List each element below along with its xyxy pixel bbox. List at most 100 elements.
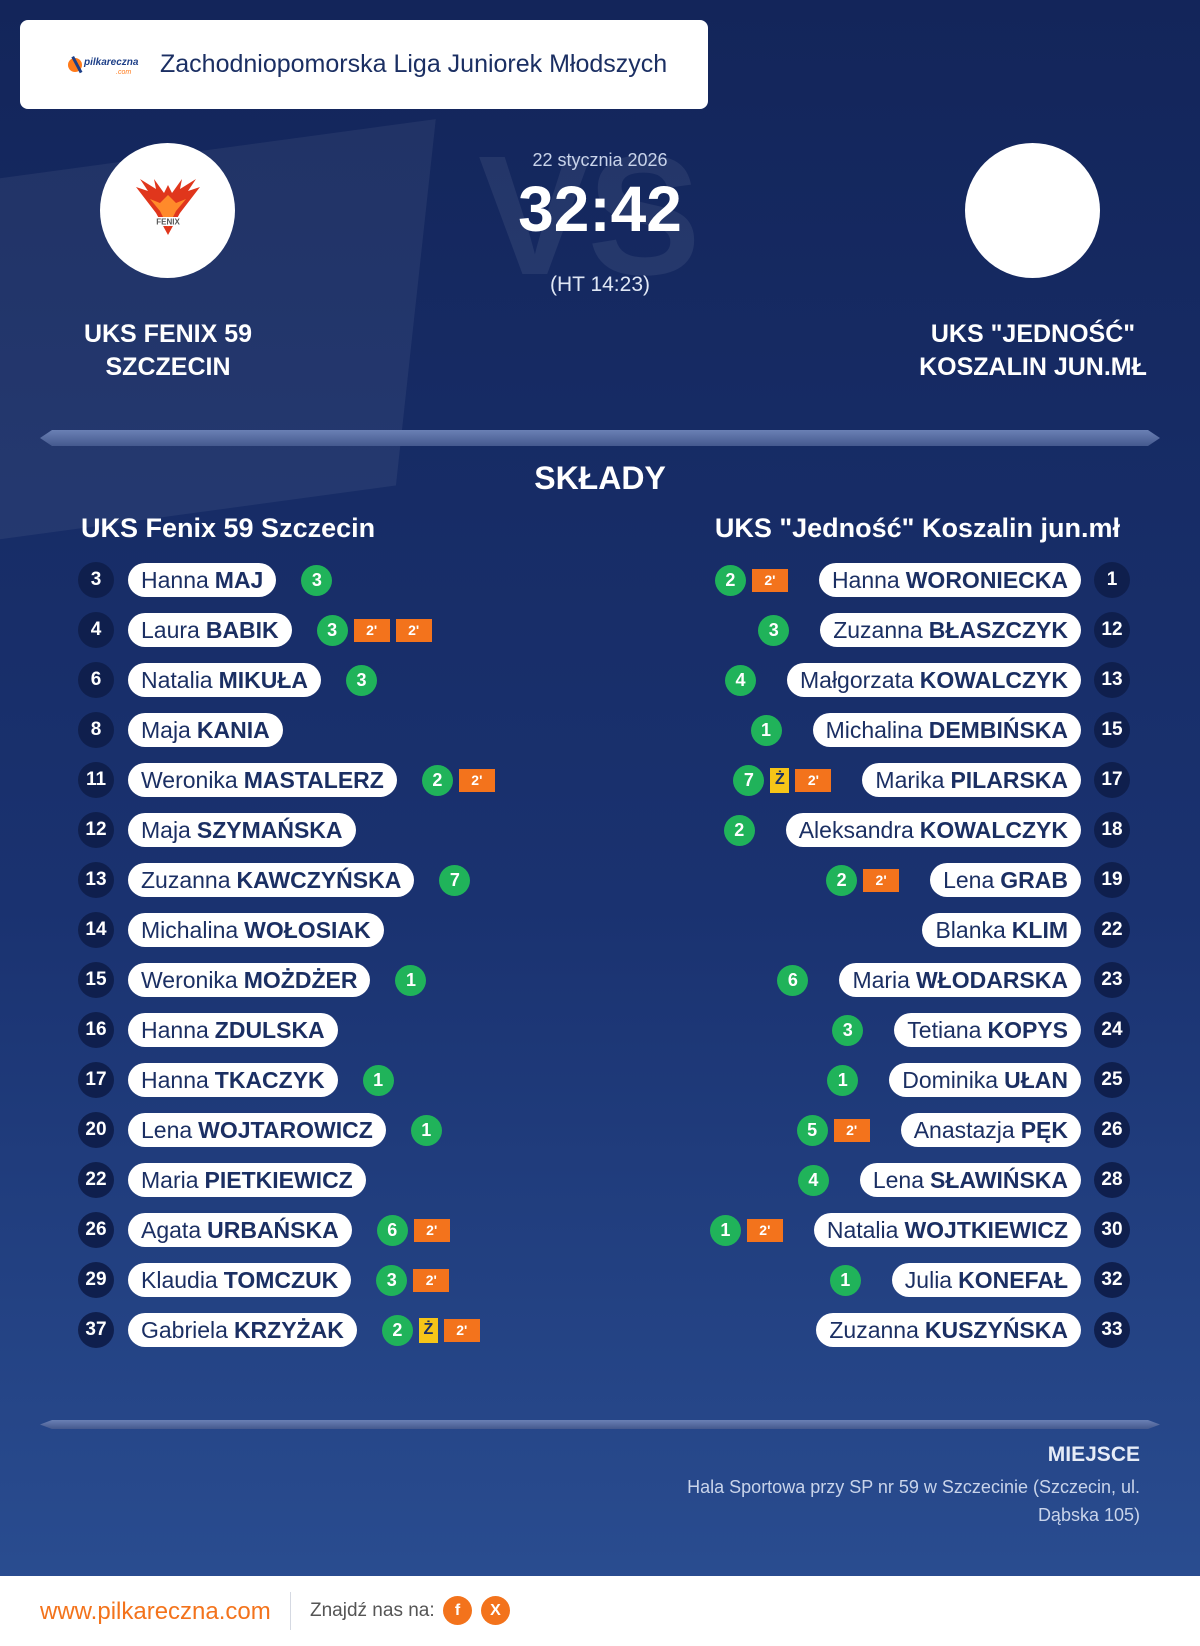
- goals-badge: 2: [826, 864, 858, 896]
- goals-badge: 5: [796, 1114, 828, 1146]
- section-divider: [40, 1420, 1160, 1429]
- goals-badge: 4: [725, 664, 756, 696]
- jersey-number: 19: [1094, 862, 1130, 898]
- player-name[interactable]: Zuzanna KUSZYŃSKA: [816, 1313, 1081, 1347]
- jersey-number: 15: [78, 962, 114, 998]
- player-row: 1 2' Natalia WOJTKIEWICZ 30: [560, 1205, 1130, 1255]
- x-icon[interactable]: X: [481, 1596, 510, 1625]
- player-stats: 3: [832, 1014, 869, 1046]
- player-name[interactable]: Zuzanna BŁASZCZYK: [820, 613, 1081, 647]
- goals-badge: 6: [376, 1214, 408, 1246]
- vs-watermark: VS: [478, 121, 701, 311]
- player-row: 3 Zuzanna BŁASZCZYK 12: [560, 605, 1130, 655]
- jersey-number: 26: [78, 1212, 114, 1248]
- website-link[interactable]: www.pilkareczna.com: [40, 1598, 271, 1625]
- player-name[interactable]: Agata URBAŃSKA: [128, 1213, 352, 1247]
- player-name[interactable]: Natalia MIKUŁA: [128, 663, 322, 697]
- player-name[interactable]: Dominika UŁAN: [889, 1063, 1081, 1097]
- player-name[interactable]: Weronika MOŻDŻER: [128, 963, 371, 997]
- player-name[interactable]: Julia KONEFAŁ: [891, 1263, 1081, 1297]
- player-first-name: Blanka: [935, 916, 1006, 943]
- jersey-number: 17: [78, 1062, 114, 1098]
- player-last-name: PILARSKA: [950, 766, 1068, 793]
- away-team-logo: [965, 143, 1100, 278]
- player-name[interactable]: Klaudia TOMCZUK: [128, 1263, 352, 1297]
- player-name[interactable]: Tetiana KOPYS: [894, 1013, 1081, 1047]
- pilkareczna-logo-icon[interactable]: pilkareczna .com: [68, 52, 144, 78]
- player-name[interactable]: Hanna WORONIECKA: [818, 563, 1081, 597]
- player-name[interactable]: Blanka KLIM: [922, 913, 1081, 947]
- player-name[interactable]: Lena GRAB: [930, 863, 1081, 897]
- player-name[interactable]: Aleksandra KOWALCZYK: [785, 813, 1081, 847]
- player-row: 2 Aleksandra KOWALCZYK 18: [560, 805, 1130, 855]
- player-stats: 3: [758, 614, 795, 646]
- jersey-number: 30: [1094, 1212, 1130, 1248]
- jersey-number: 28: [1094, 1162, 1130, 1198]
- jersey-number: 24: [1094, 1012, 1130, 1048]
- player-first-name: Michalina: [825, 716, 923, 743]
- goals-badge: 3: [346, 664, 378, 696]
- player-last-name: KRZYŻAK: [233, 1316, 344, 1343]
- player-name[interactable]: Michalina DEMBIŃSKA: [812, 713, 1081, 747]
- player-last-name: DEMBIŃSKA: [928, 716, 1068, 743]
- league-title: Zachodniopomorska Liga Juniorek Młodszyc…: [160, 50, 668, 78]
- player-name[interactable]: Maria PIETKIEWICZ: [128, 1163, 366, 1197]
- player-stats: 1 2': [709, 1214, 789, 1246]
- player-name[interactable]: Michalina WOŁOSIAK: [128, 913, 384, 947]
- player-last-name: BŁASZCZYK: [928, 616, 1068, 643]
- player-row: 14 Michalina WOŁOSIAK: [78, 905, 638, 955]
- fenix-phoenix-logo-icon: FENIX: [136, 179, 200, 235]
- find-us-label: Znajdź nas na:: [310, 1600, 435, 1621]
- player-name[interactable]: Hanna ZDULSKA: [128, 1013, 338, 1047]
- player-row: 3 Hanna MAJ 3: [78, 555, 638, 605]
- goals-badge: 3: [758, 614, 790, 646]
- suspension-badge: 2': [751, 568, 788, 592]
- player-last-name: MAJ: [214, 566, 264, 593]
- suspension-badge: 2': [863, 868, 900, 892]
- player-name[interactable]: Małgorzata KOWALCZYK: [787, 663, 1081, 697]
- player-stats: 1: [827, 1064, 864, 1096]
- player-name[interactable]: Marika PILARSKA: [862, 763, 1081, 797]
- player-name[interactable]: Natalia WOJTKIEWICZ: [813, 1213, 1081, 1247]
- player-name[interactable]: Weronika MASTALERZ: [128, 763, 397, 797]
- player-row: 16 Hanna ZDULSKA: [78, 1005, 638, 1055]
- player-last-name: WŁODARSKA: [915, 966, 1068, 993]
- player-stats: 1: [395, 964, 432, 996]
- player-name[interactable]: Maja KANIA: [128, 713, 283, 747]
- player-name[interactable]: Gabriela KRZYŻAK: [128, 1313, 357, 1347]
- player-row: 4 Lena SŁAWIŃSKA 28: [560, 1155, 1130, 1205]
- jersey-number: 14: [78, 912, 114, 948]
- goals-badge: 6: [777, 964, 809, 996]
- jersey-number: 12: [78, 812, 114, 848]
- facebook-icon[interactable]: f: [443, 1596, 472, 1625]
- jersey-number: 15: [1094, 712, 1130, 748]
- player-name[interactable]: Hanna MAJ: [128, 563, 277, 597]
- player-row: 20 Lena WOJTAROWICZ 1: [78, 1105, 638, 1155]
- player-stats: 5 2': [796, 1114, 876, 1146]
- player-name[interactable]: Laura BABIK: [128, 613, 292, 647]
- player-first-name: Hanna: [141, 1066, 209, 1093]
- player-first-name: Małgorzata: [800, 666, 914, 693]
- player-first-name: Maja: [141, 716, 191, 743]
- player-last-name: PIETKIEWICZ: [204, 1166, 353, 1193]
- player-name[interactable]: Lena SŁAWIŃSKA: [859, 1163, 1081, 1197]
- player-row: 3 Tetiana KOPYS 24: [560, 1005, 1130, 1055]
- player-stats: 2: [723, 814, 761, 846]
- player-first-name: Zuzanna: [833, 616, 923, 643]
- jersey-number: 25: [1094, 1062, 1130, 1098]
- final-score: 32:42: [518, 173, 682, 245]
- player-last-name: SŁAWIŃSKA: [930, 1166, 1068, 1193]
- player-name[interactable]: Maja SZYMAŃSKA: [128, 813, 356, 847]
- goals-badge: 1: [410, 1114, 442, 1146]
- player-name[interactable]: Lena WOJTAROWICZ: [128, 1113, 386, 1147]
- player-name[interactable]: Anastazja PĘK: [900, 1113, 1081, 1147]
- player-name[interactable]: Hanna TKACZYK: [128, 1063, 338, 1097]
- goals-badge: 3: [301, 564, 333, 596]
- player-last-name: BABIK: [205, 616, 279, 643]
- player-name[interactable]: Maria WŁODARSKA: [839, 963, 1081, 997]
- player-row: 15 Weronika MOŻDŻER 1: [78, 955, 638, 1005]
- player-last-name: WOJTKIEWICZ: [904, 1216, 1068, 1243]
- player-row: Blanka KLIM 22: [560, 905, 1130, 955]
- player-name[interactable]: Zuzanna KAWCZYŃSKA: [128, 863, 415, 897]
- player-last-name: WOJTAROWICZ: [198, 1116, 373, 1143]
